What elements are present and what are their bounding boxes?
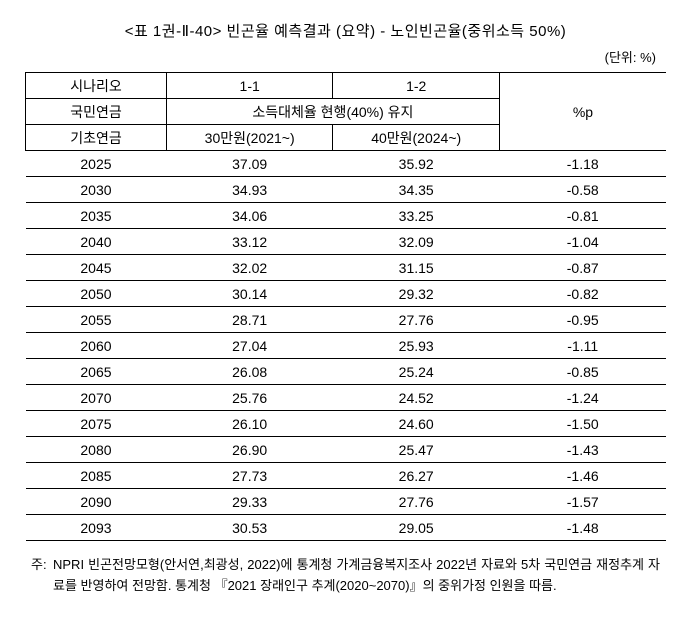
cell-v2: 27.76 [333, 489, 500, 515]
footnote-label: 주: [31, 555, 53, 576]
cell-v2: 32.09 [333, 229, 500, 255]
hdr-scenario: 시나리오 [26, 73, 167, 99]
cell-year: 2090 [26, 489, 167, 515]
cell-v2: 25.47 [333, 437, 500, 463]
cell-year: 2030 [26, 177, 167, 203]
cell-year: 2050 [26, 281, 167, 307]
table-row: 206526.0825.24-0.85 [26, 359, 667, 385]
table-row: 202537.0935.92-1.18 [26, 151, 667, 177]
cell-v1: 34.93 [166, 177, 333, 203]
cell-v1: 28.71 [166, 307, 333, 333]
cell-year: 2060 [26, 333, 167, 359]
cell-v2: 24.52 [333, 385, 500, 411]
cell-v1: 26.10 [166, 411, 333, 437]
cell-v1: 26.90 [166, 437, 333, 463]
cell-v1: 26.08 [166, 359, 333, 385]
table-row: 205528.7127.76-0.95 [26, 307, 667, 333]
footnote-text: NPRI 빈곤전망모형(안서연,최광성, 2022)에 통계청 가계금융복지조사… [31, 555, 660, 597]
cell-v2: 31.15 [333, 255, 500, 281]
table-row: 203534.0633.25-0.81 [26, 203, 667, 229]
cell-year: 2080 [26, 437, 167, 463]
cell-year: 2035 [26, 203, 167, 229]
cell-pp: -1.57 [499, 489, 666, 515]
hdr-bp1: 30만원(2021~) [166, 125, 333, 151]
cell-v1: 25.76 [166, 385, 333, 411]
footnote: 주: NPRI 빈곤전망모형(안서연,최광성, 2022)에 통계청 가계금융복… [25, 551, 666, 597]
table-row: 204532.0231.15-0.87 [26, 255, 667, 281]
cell-year: 2045 [26, 255, 167, 281]
unit-label: (단위: %) [25, 47, 666, 66]
cell-year: 2093 [26, 515, 167, 541]
cell-v2: 25.24 [333, 359, 500, 385]
cell-pp: -0.81 [499, 203, 666, 229]
cell-v2: 29.05 [333, 515, 500, 541]
hdr-bp2: 40만원(2024~) [333, 125, 500, 151]
cell-year: 2025 [26, 151, 167, 177]
cell-v2: 24.60 [333, 411, 500, 437]
cell-v2: 25.93 [333, 333, 500, 359]
cell-pp: -1.48 [499, 515, 666, 541]
cell-pp: -0.85 [499, 359, 666, 385]
cell-year: 2085 [26, 463, 167, 489]
hdr-pp: %p [499, 73, 666, 151]
cell-pp: -0.82 [499, 281, 666, 307]
cell-pp: -1.18 [499, 151, 666, 177]
cell-year: 2065 [26, 359, 167, 385]
cell-v1: 29.33 [166, 489, 333, 515]
table-row: 204033.1232.09-1.04 [26, 229, 667, 255]
cell-pp: -0.58 [499, 177, 666, 203]
table-row: 208026.9025.47-1.43 [26, 437, 667, 463]
cell-year: 2075 [26, 411, 167, 437]
cell-v1: 30.53 [166, 515, 333, 541]
table-title: <표 1권-Ⅱ-40> 빈곤율 예측결과 (요약) - 노인빈곤율(중위소득 5… [25, 20, 666, 41]
cell-year: 2055 [26, 307, 167, 333]
cell-v2: 26.27 [333, 463, 500, 489]
table-row: 209330.5329.05-1.48 [26, 515, 667, 541]
cell-pp: -0.87 [499, 255, 666, 281]
cell-v2: 33.25 [333, 203, 500, 229]
hdr-basic-pension: 기초연금 [26, 125, 167, 151]
hdr-s1: 1-1 [166, 73, 333, 99]
cell-pp: -1.24 [499, 385, 666, 411]
table-row: 208527.7326.27-1.46 [26, 463, 667, 489]
table-row: 209029.3327.76-1.57 [26, 489, 667, 515]
cell-v1: 34.06 [166, 203, 333, 229]
table-row: 207025.7624.52-1.24 [26, 385, 667, 411]
cell-v1: 30.14 [166, 281, 333, 307]
table-row: 203034.9334.35-0.58 [26, 177, 667, 203]
cell-pp: -0.95 [499, 307, 666, 333]
cell-v1: 32.02 [166, 255, 333, 281]
cell-v1: 33.12 [166, 229, 333, 255]
cell-year: 2070 [26, 385, 167, 411]
poverty-table: 시나리오 1-1 1-2 %p 국민연금 소득대체율 현행(40%) 유지 기초… [25, 72, 666, 541]
cell-v2: 27.76 [333, 307, 500, 333]
cell-v1: 37.09 [166, 151, 333, 177]
hdr-national-pension: 국민연금 [26, 99, 167, 125]
cell-pp: -1.50 [499, 411, 666, 437]
cell-v1: 27.04 [166, 333, 333, 359]
cell-pp: -1.46 [499, 463, 666, 489]
cell-v2: 34.35 [333, 177, 500, 203]
table-row: 205030.1429.32-0.82 [26, 281, 667, 307]
hdr-s2: 1-2 [333, 73, 500, 99]
cell-pp: -1.11 [499, 333, 666, 359]
cell-v2: 35.92 [333, 151, 500, 177]
table-row: 207526.1024.60-1.50 [26, 411, 667, 437]
hdr-replacement: 소득대체율 현행(40%) 유지 [166, 99, 499, 125]
cell-year: 2040 [26, 229, 167, 255]
cell-v1: 27.73 [166, 463, 333, 489]
table-row: 206027.0425.93-1.11 [26, 333, 667, 359]
cell-pp: -1.43 [499, 437, 666, 463]
cell-pp: -1.04 [499, 229, 666, 255]
cell-v2: 29.32 [333, 281, 500, 307]
